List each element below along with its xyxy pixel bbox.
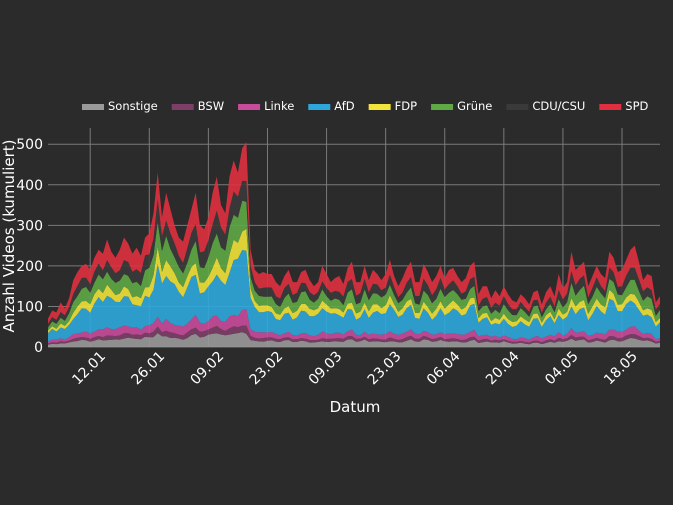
y-tick-label: 500 <box>16 137 43 153</box>
x-tick-label: 04.05 <box>542 349 582 389</box>
legend-label-fdp: FDP <box>395 99 417 113</box>
x-tick-label: 09.03 <box>306 349 346 389</box>
area-series-sonstige <box>48 332 660 347</box>
area-series-gr-ne <box>48 200 660 331</box>
x-tick-label: 06.04 <box>424 348 464 388</box>
x-tick-label: 12.01 <box>69 349 109 389</box>
x-tick-label: 23.02 <box>247 349 287 389</box>
x-tick-label: 26.01 <box>128 349 168 389</box>
area-series-linke <box>48 309 660 344</box>
area-series-bsw <box>48 325 660 345</box>
x-tick-label: 18.05 <box>601 349 641 389</box>
area-series-afd <box>48 250 660 342</box>
legend-label-sonstige: Sonstige <box>108 99 158 113</box>
y-tick-label: 300 <box>16 218 43 234</box>
legend-label-gr-ne: Grüne <box>457 99 492 113</box>
y-axis-title: Anzahl Videos (kumuliert) <box>0 139 18 332</box>
area-series-spd <box>48 142 660 324</box>
x-axis-title: Datum <box>330 398 381 416</box>
legend-swatch-fdp <box>368 104 391 110</box>
y-tick-label: 200 <box>16 259 43 275</box>
legend-swatch-afd <box>308 104 331 110</box>
area-series-fdp <box>48 228 660 333</box>
legend-label-cdu-csu: CDU/CSU <box>532 99 585 113</box>
legend-swatch-cdu-csu <box>506 104 529 110</box>
legend-label-linke: Linke <box>264 99 294 113</box>
legend-swatch-linke <box>238 104 261 110</box>
legend-swatch-gr-ne <box>431 104 454 110</box>
x-tick-label: 09.02 <box>188 349 228 389</box>
legend-label-spd: SPD <box>625 99 648 113</box>
y-tick-label: 400 <box>16 178 43 194</box>
y-tick-label: 0 <box>34 340 43 356</box>
legend-swatch-sonstige <box>82 104 104 110</box>
x-tick-label: 23.03 <box>365 349 405 389</box>
legend-label-bsw: BSW <box>198 99 224 113</box>
legend-label-afd: AfD <box>334 99 355 113</box>
y-tick-label: 100 <box>16 299 43 315</box>
area-series-group <box>48 142 660 347</box>
legend: Sonstige BSW Linke AfD FDP Grüne CDU/CSU SPD <box>82 99 649 113</box>
legend-swatch-bsw <box>171 104 194 110</box>
legend-swatch-spd <box>599 104 622 110</box>
x-tick-label: 20.04 <box>483 348 523 388</box>
